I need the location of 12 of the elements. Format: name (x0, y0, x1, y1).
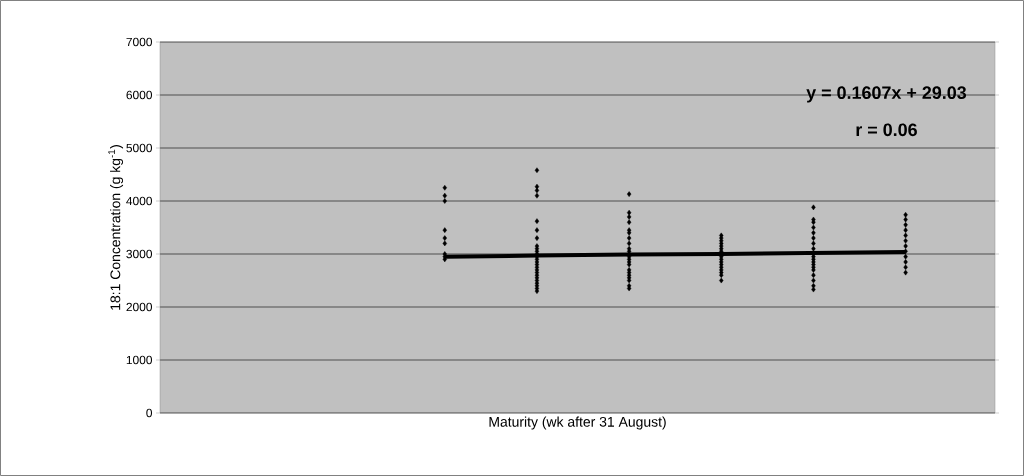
y-tick-label: 3000 (126, 249, 153, 259)
annotation: y = 0.1607x + 29.03 (806, 86, 967, 103)
y-axis-title: 18:1 Concentration (g kg$^{-1}$) (108, 145, 124, 310)
y-tick-label: 5000 (126, 143, 153, 153)
y-tick-label: 7000 (126, 37, 153, 47)
y-tick-label: 1000 (126, 355, 153, 365)
y-tick-label: 2000 (126, 302, 153, 312)
annotation: r = 0.06 (856, 123, 917, 137)
y-tick-label: 4000 (126, 196, 153, 206)
x-axis-title: Maturity (wk after 31 August) (489, 416, 666, 430)
y-tick-label: 0 (146, 408, 153, 418)
y-tick-label: 6000 (126, 90, 153, 100)
